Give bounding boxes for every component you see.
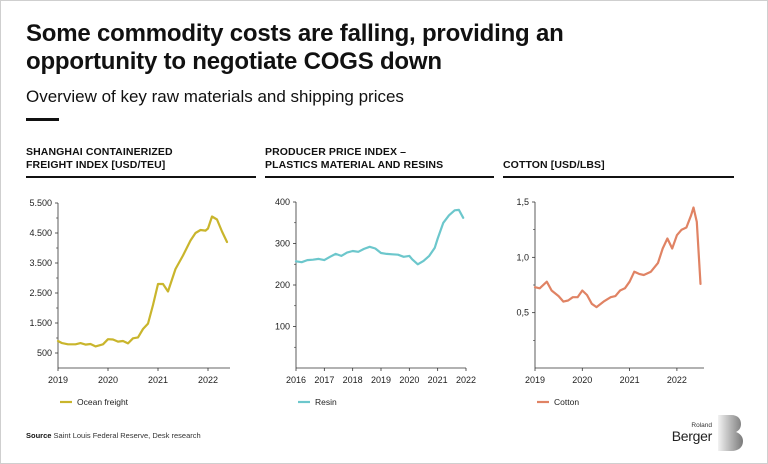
chart-cotton: 0,5 1,0 1,5 2019 2020 2021 2022 Cotton xyxy=(516,197,704,407)
source-text: Saint Louis Federal Reserve, Desk resear… xyxy=(53,431,201,440)
x-tick-label: 2019 xyxy=(48,375,68,385)
series-line-ocean-freight xyxy=(56,215,229,348)
x-tick-label: 2016 xyxy=(286,375,306,385)
y-tick-label: 4.500 xyxy=(29,228,52,238)
roland-berger-logo: Roland Berger xyxy=(668,414,744,454)
x-tick-label: 2020 xyxy=(572,375,592,385)
x-tick-label: 2020 xyxy=(98,375,118,385)
x-tick-label: 2022 xyxy=(456,375,476,385)
x-tick-label: 2020 xyxy=(399,375,419,385)
page-subtitle: Overview of key raw materials and shippi… xyxy=(26,87,404,106)
panel-title-line: PLASTICS MATERIAL AND RESINS xyxy=(265,159,444,171)
y-tick-label: 1,5 xyxy=(516,197,529,207)
panel-title-cotton: COTTON [USD/LBS] xyxy=(503,159,605,172)
panel-title-line: FREIGHT INDEX [USD/TEU] xyxy=(26,159,166,171)
x-tick-label: 2021 xyxy=(148,375,168,385)
legend-plastics: Resin xyxy=(298,397,337,407)
panel-title-line: PRODUCER PRICE INDEX – xyxy=(265,146,407,158)
y-tick-label: 500 xyxy=(37,348,52,358)
y-tick-label: 0,5 xyxy=(516,308,529,318)
x-tick-label: 2022 xyxy=(198,375,218,385)
logo-text-berger: Berger xyxy=(671,428,713,444)
legend-label: Ocean freight xyxy=(77,397,129,407)
y-tick-label: 1.500 xyxy=(29,318,52,328)
y-tick-label: 100 xyxy=(275,322,290,332)
y-tick-label: 5.500 xyxy=(29,198,52,208)
panel-title-freight: SHANGHAI CONTAINERIZED FREIGHT INDEX [US… xyxy=(26,146,173,172)
panel-rule-cotton xyxy=(503,176,734,178)
logo-b-mark-icon xyxy=(718,415,743,451)
x-tick-label: 2019 xyxy=(525,375,545,385)
chart-freight: 500 1.500 2.500 3.500 4.500 5.500 2019 2020 2021… xyxy=(29,198,230,407)
title-accent-bar xyxy=(26,118,59,121)
x-tick-label: 2021 xyxy=(428,375,448,385)
y-tick-label: 1,0 xyxy=(516,252,529,262)
legend-freight: Ocean freight xyxy=(60,397,129,407)
chart-plastics: 100 200 300 400 2016 2017 2018 2019 2020 2021 2022… xyxy=(275,197,476,407)
x-tick-label: 2018 xyxy=(343,375,363,385)
logo-text-roland: Roland xyxy=(691,422,712,429)
x-tick-label: 2022 xyxy=(667,375,687,385)
panel-title-line: COTTON [USD/LBS] xyxy=(503,159,605,171)
x-tick-label: 2017 xyxy=(314,375,334,385)
legend-label: Resin xyxy=(315,397,337,407)
panel-title-line: SHANGHAI CONTAINERIZED xyxy=(26,146,173,158)
x-tick-label: 2019 xyxy=(371,375,391,385)
panel-rule-freight xyxy=(26,176,256,178)
panel-rule-plastics xyxy=(265,176,494,178)
y-tick-label: 200 xyxy=(275,280,290,290)
legend-label: Cotton xyxy=(554,397,579,407)
y-tick-label: 400 xyxy=(275,197,290,207)
legend-cotton: Cotton xyxy=(537,397,579,407)
x-tick-label: 2021 xyxy=(620,375,640,385)
y-tick-label: 2.500 xyxy=(29,288,52,298)
page-title: Some commodity costs are falling, provid… xyxy=(26,20,564,75)
series-line-cotton xyxy=(533,206,702,309)
series-line-resin xyxy=(294,208,465,266)
source-label: Source xyxy=(26,431,52,440)
panel-title-plastics: PRODUCER PRICE INDEX – PLASTICS MATERIAL… xyxy=(265,146,443,172)
y-tick-label: 300 xyxy=(275,239,290,249)
y-tick-label: 3.500 xyxy=(29,258,52,268)
source-note: Source Saint Louis Federal Reserve, Desk… xyxy=(26,431,201,440)
